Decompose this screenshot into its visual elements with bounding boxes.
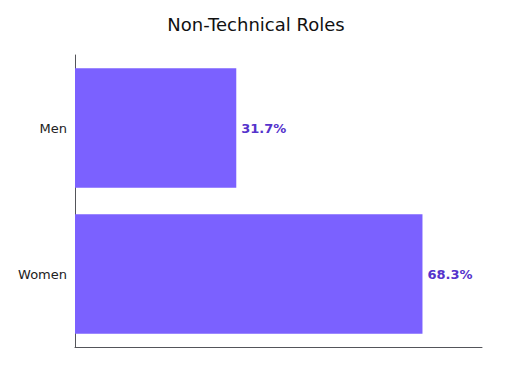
svg-text:Men: Men [40,121,67,136]
svg-text:Non-Technical Roles: Non-Technical Roles [167,14,344,35]
svg-text:68.3%: 68.3% [427,267,472,282]
svg-text:Women: Women [18,267,67,282]
svg-text:31.7%: 31.7% [241,121,286,136]
